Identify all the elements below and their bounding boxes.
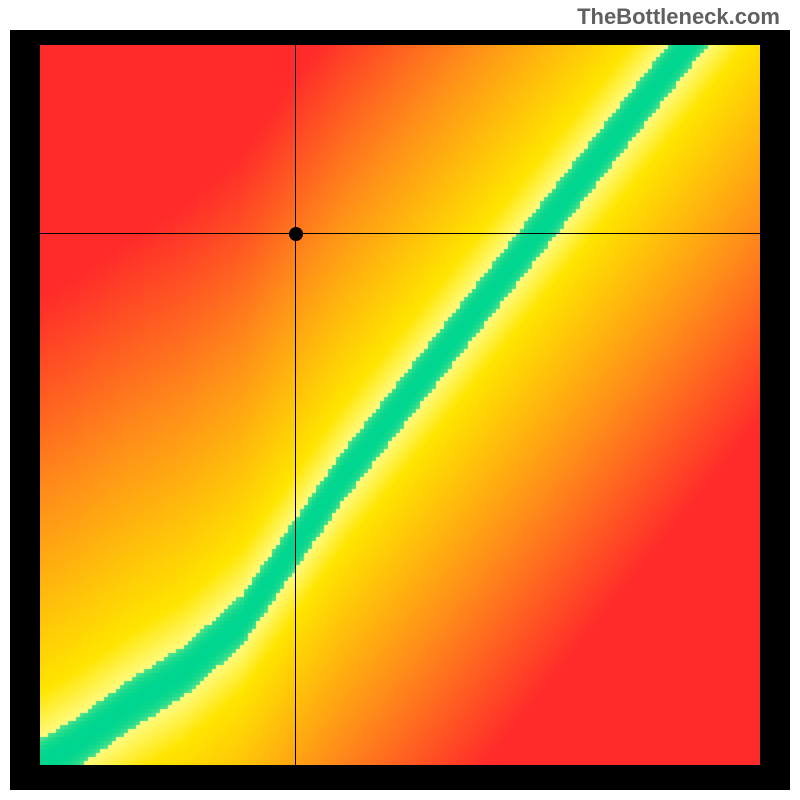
heatmap-plot xyxy=(40,45,760,765)
crosshair-horizontal xyxy=(40,233,760,234)
chart-container: TheBottleneck.com xyxy=(0,0,800,800)
heatmap-canvas xyxy=(40,45,760,765)
watermark-text: TheBottleneck.com xyxy=(577,4,780,30)
crosshair-vertical xyxy=(295,45,296,765)
chart-frame xyxy=(10,30,790,790)
crosshair-marker xyxy=(289,227,303,241)
